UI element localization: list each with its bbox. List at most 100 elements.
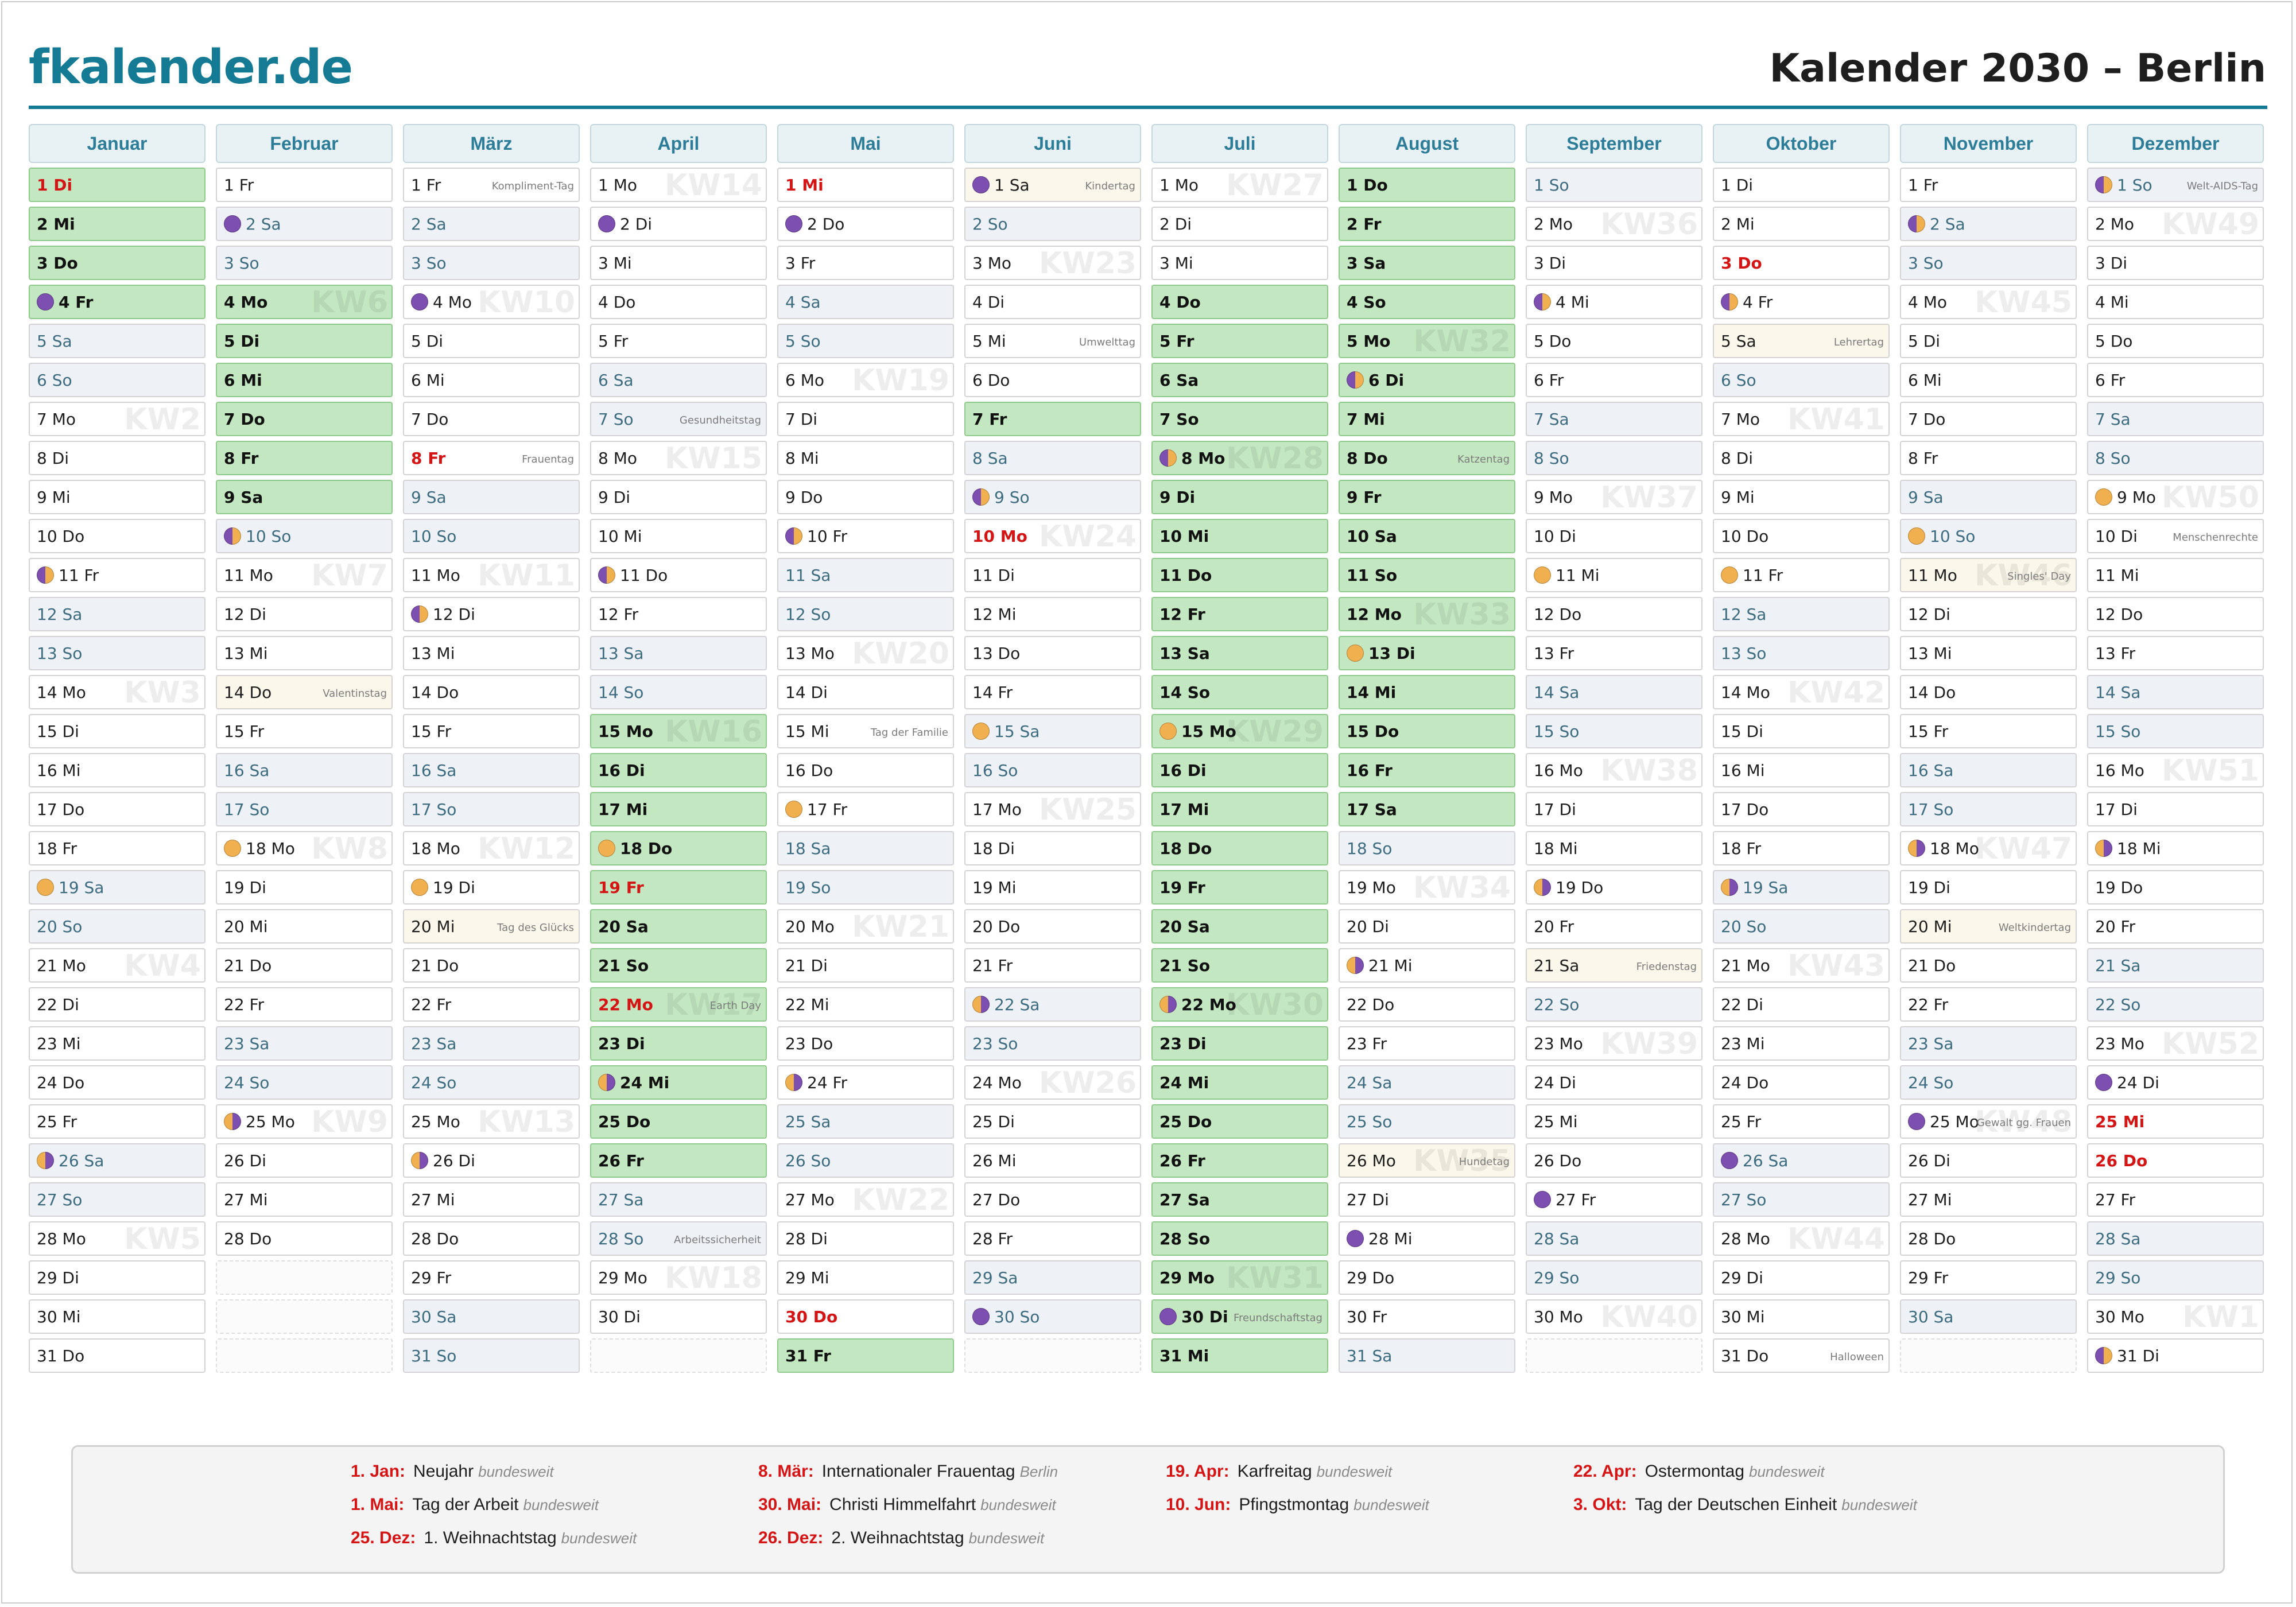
day-cell[interactable]: 30 Di bbox=[590, 1299, 767, 1334]
day-cell[interactable]: KW31 29 Mo bbox=[1151, 1260, 1328, 1295]
day-cell[interactable]: KW6 4 Mo bbox=[216, 285, 393, 319]
day-cell[interactable]: KW24 10 Mo bbox=[964, 519, 1141, 553]
day-cell[interactable]: 30 Fr bbox=[1339, 1299, 1515, 1334]
day-cell[interactable]: 15 Fr bbox=[1900, 714, 2077, 748]
day-cell[interactable]: 18 Do bbox=[590, 831, 767, 865]
day-cell[interactable]: 24 So bbox=[1900, 1065, 2077, 1100]
day-cell[interactable]: 12 Sa bbox=[1713, 597, 1890, 631]
day-cell[interactable]: KW51 16 Mo bbox=[2087, 753, 2264, 787]
day-cell[interactable]: 8 Do Katzentag bbox=[1339, 441, 1515, 475]
day-cell[interactable]: 17 So bbox=[1900, 792, 2077, 826]
day-cell[interactable]: 18 Di bbox=[964, 831, 1141, 865]
day-cell[interactable]: 7 Do bbox=[216, 402, 393, 436]
day-cell[interactable]: 18 So bbox=[1339, 831, 1515, 865]
day-cell[interactable]: 14 So bbox=[590, 675, 767, 709]
day-cell[interactable]: 4 Fr bbox=[1713, 285, 1890, 319]
day-cell[interactable]: 27 Mi bbox=[403, 1182, 580, 1217]
day-cell[interactable]: 17 So bbox=[403, 792, 580, 826]
day-cell[interactable]: 3 Mi bbox=[590, 246, 767, 280]
day-cell[interactable]: 1 Di bbox=[29, 168, 205, 202]
day-cell[interactable]: 10 Sa bbox=[1339, 519, 1515, 553]
day-cell[interactable]: 11 Mi bbox=[1526, 558, 1702, 592]
day-cell[interactable]: 6 Do bbox=[964, 363, 1141, 397]
day-cell[interactable]: 9 Di bbox=[1151, 480, 1328, 514]
day-cell[interactable]: 3 So bbox=[403, 246, 580, 280]
day-cell[interactable]: KW26 24 Mo bbox=[964, 1065, 1141, 1100]
day-cell[interactable]: KW3 14 Mo bbox=[29, 675, 205, 709]
day-cell[interactable]: 29 Fr bbox=[403, 1260, 580, 1295]
day-cell[interactable]: 6 Fr bbox=[2087, 363, 2264, 397]
day-cell[interactable]: 10 Do bbox=[1713, 519, 1890, 553]
day-cell[interactable]: 6 So bbox=[1713, 363, 1890, 397]
day-cell[interactable]: 16 Sa bbox=[1900, 753, 2077, 787]
day-cell[interactable]: 12 Mi bbox=[964, 597, 1141, 631]
day-cell[interactable]: 26 Di bbox=[1900, 1143, 2077, 1178]
day-cell[interactable]: KW52 23 Mo bbox=[2087, 1026, 2264, 1061]
day-cell[interactable]: 7 Do bbox=[403, 402, 580, 436]
day-cell[interactable]: 27 So bbox=[29, 1182, 205, 1217]
day-cell[interactable]: 28 Mi bbox=[1339, 1221, 1515, 1256]
day-cell[interactable]: 29 Sa bbox=[964, 1260, 1141, 1295]
day-cell[interactable]: 11 Mi bbox=[2087, 558, 2264, 592]
day-cell[interactable]: 28 So bbox=[1151, 1221, 1328, 1256]
day-cell[interactable]: 24 So bbox=[216, 1065, 393, 1100]
day-cell[interactable]: 7 So Gesundheitstag bbox=[590, 402, 767, 436]
day-cell[interactable]: 21 Sa bbox=[2087, 948, 2264, 983]
day-cell[interactable]: 20 Mi Tag des Glücks bbox=[403, 909, 580, 944]
day-cell[interactable]: 20 Mi Weltkindertag bbox=[1900, 909, 2077, 944]
day-cell[interactable]: 24 Do bbox=[1713, 1065, 1890, 1100]
day-cell[interactable]: KW38 16 Mo bbox=[1526, 753, 1702, 787]
day-cell[interactable]: 17 So bbox=[216, 792, 393, 826]
day-cell[interactable]: 25 Sa bbox=[777, 1104, 954, 1139]
day-cell[interactable]: 11 So bbox=[1339, 558, 1515, 592]
day-cell[interactable]: 22 Mi bbox=[777, 987, 954, 1022]
day-cell[interactable]: 5 Do bbox=[1526, 324, 1702, 358]
day-cell[interactable]: 21 Do bbox=[1900, 948, 2077, 983]
day-cell[interactable]: 15 Di bbox=[29, 714, 205, 748]
day-cell[interactable]: 1 So Welt-AIDS-Tag bbox=[2087, 168, 2264, 202]
day-cell[interactable]: 20 Sa bbox=[590, 909, 767, 944]
day-cell[interactable]: 28 Do bbox=[216, 1221, 393, 1256]
day-cell[interactable]: 10 Mi bbox=[1151, 519, 1328, 553]
day-cell[interactable]: 10 Di Menschenrechte bbox=[2087, 519, 2264, 553]
day-cell[interactable]: 30 So bbox=[964, 1299, 1141, 1334]
day-cell[interactable]: 9 Di bbox=[590, 480, 767, 514]
day-cell[interactable]: 20 Fr bbox=[2087, 909, 2264, 944]
day-cell[interactable]: KW25 17 Mo bbox=[964, 792, 1141, 826]
day-cell[interactable]: 8 Sa bbox=[964, 441, 1141, 475]
day-cell[interactable]: 28 Fr bbox=[964, 1221, 1141, 1256]
day-cell[interactable]: 11 Fr bbox=[1713, 558, 1890, 592]
day-cell[interactable]: 10 Mi bbox=[590, 519, 767, 553]
day-cell[interactable]: 31 Do Halloween bbox=[1713, 1338, 1890, 1373]
day-cell[interactable]: KW19 6 Mo bbox=[777, 363, 954, 397]
day-cell[interactable]: 11 Fr bbox=[29, 558, 205, 592]
day-cell[interactable]: 7 Sa bbox=[1526, 402, 1702, 436]
day-cell[interactable]: KW2 7 Mo bbox=[29, 402, 205, 436]
day-cell[interactable]: 8 Mi bbox=[777, 441, 954, 475]
day-cell[interactable]: 21 Do bbox=[403, 948, 580, 983]
day-cell[interactable]: 26 Sa bbox=[1713, 1143, 1890, 1178]
day-cell[interactable]: 19 Sa bbox=[29, 870, 205, 905]
day-cell[interactable]: KW21 20 Mo bbox=[777, 909, 954, 944]
day-cell[interactable]: 31 Fr bbox=[777, 1338, 954, 1373]
day-cell[interactable]: 14 Do bbox=[1900, 675, 2077, 709]
day-cell[interactable]: 16 Mi bbox=[1713, 753, 1890, 787]
day-cell[interactable]: 20 Fr bbox=[1526, 909, 1702, 944]
day-cell[interactable]: 13 Mi bbox=[216, 636, 393, 670]
day-cell[interactable]: 30 Mi bbox=[29, 1299, 205, 1334]
day-cell[interactable]: 14 Mi bbox=[1339, 675, 1515, 709]
day-cell[interactable]: 12 Di bbox=[403, 597, 580, 631]
day-cell[interactable]: 12 Do bbox=[2087, 597, 2264, 631]
day-cell[interactable]: 27 Mi bbox=[216, 1182, 393, 1217]
day-cell[interactable]: KW39 23 Mo bbox=[1526, 1026, 1702, 1061]
day-cell[interactable]: 31 Mi bbox=[1151, 1338, 1328, 1373]
day-cell[interactable]: 15 Mi Tag der Familie bbox=[777, 714, 954, 748]
day-cell[interactable]: 21 Do bbox=[216, 948, 393, 983]
day-cell[interactable]: 3 So bbox=[1900, 246, 2077, 280]
day-cell[interactable]: 7 Do bbox=[1900, 402, 2077, 436]
day-cell[interactable]: 8 So bbox=[2087, 441, 2264, 475]
day-cell[interactable]: KW30 22 Mo bbox=[1151, 987, 1328, 1022]
day-cell[interactable]: 11 Do bbox=[590, 558, 767, 592]
day-cell[interactable]: 14 Di bbox=[777, 675, 954, 709]
day-cell[interactable]: KW45 4 Mo bbox=[1900, 285, 2077, 319]
